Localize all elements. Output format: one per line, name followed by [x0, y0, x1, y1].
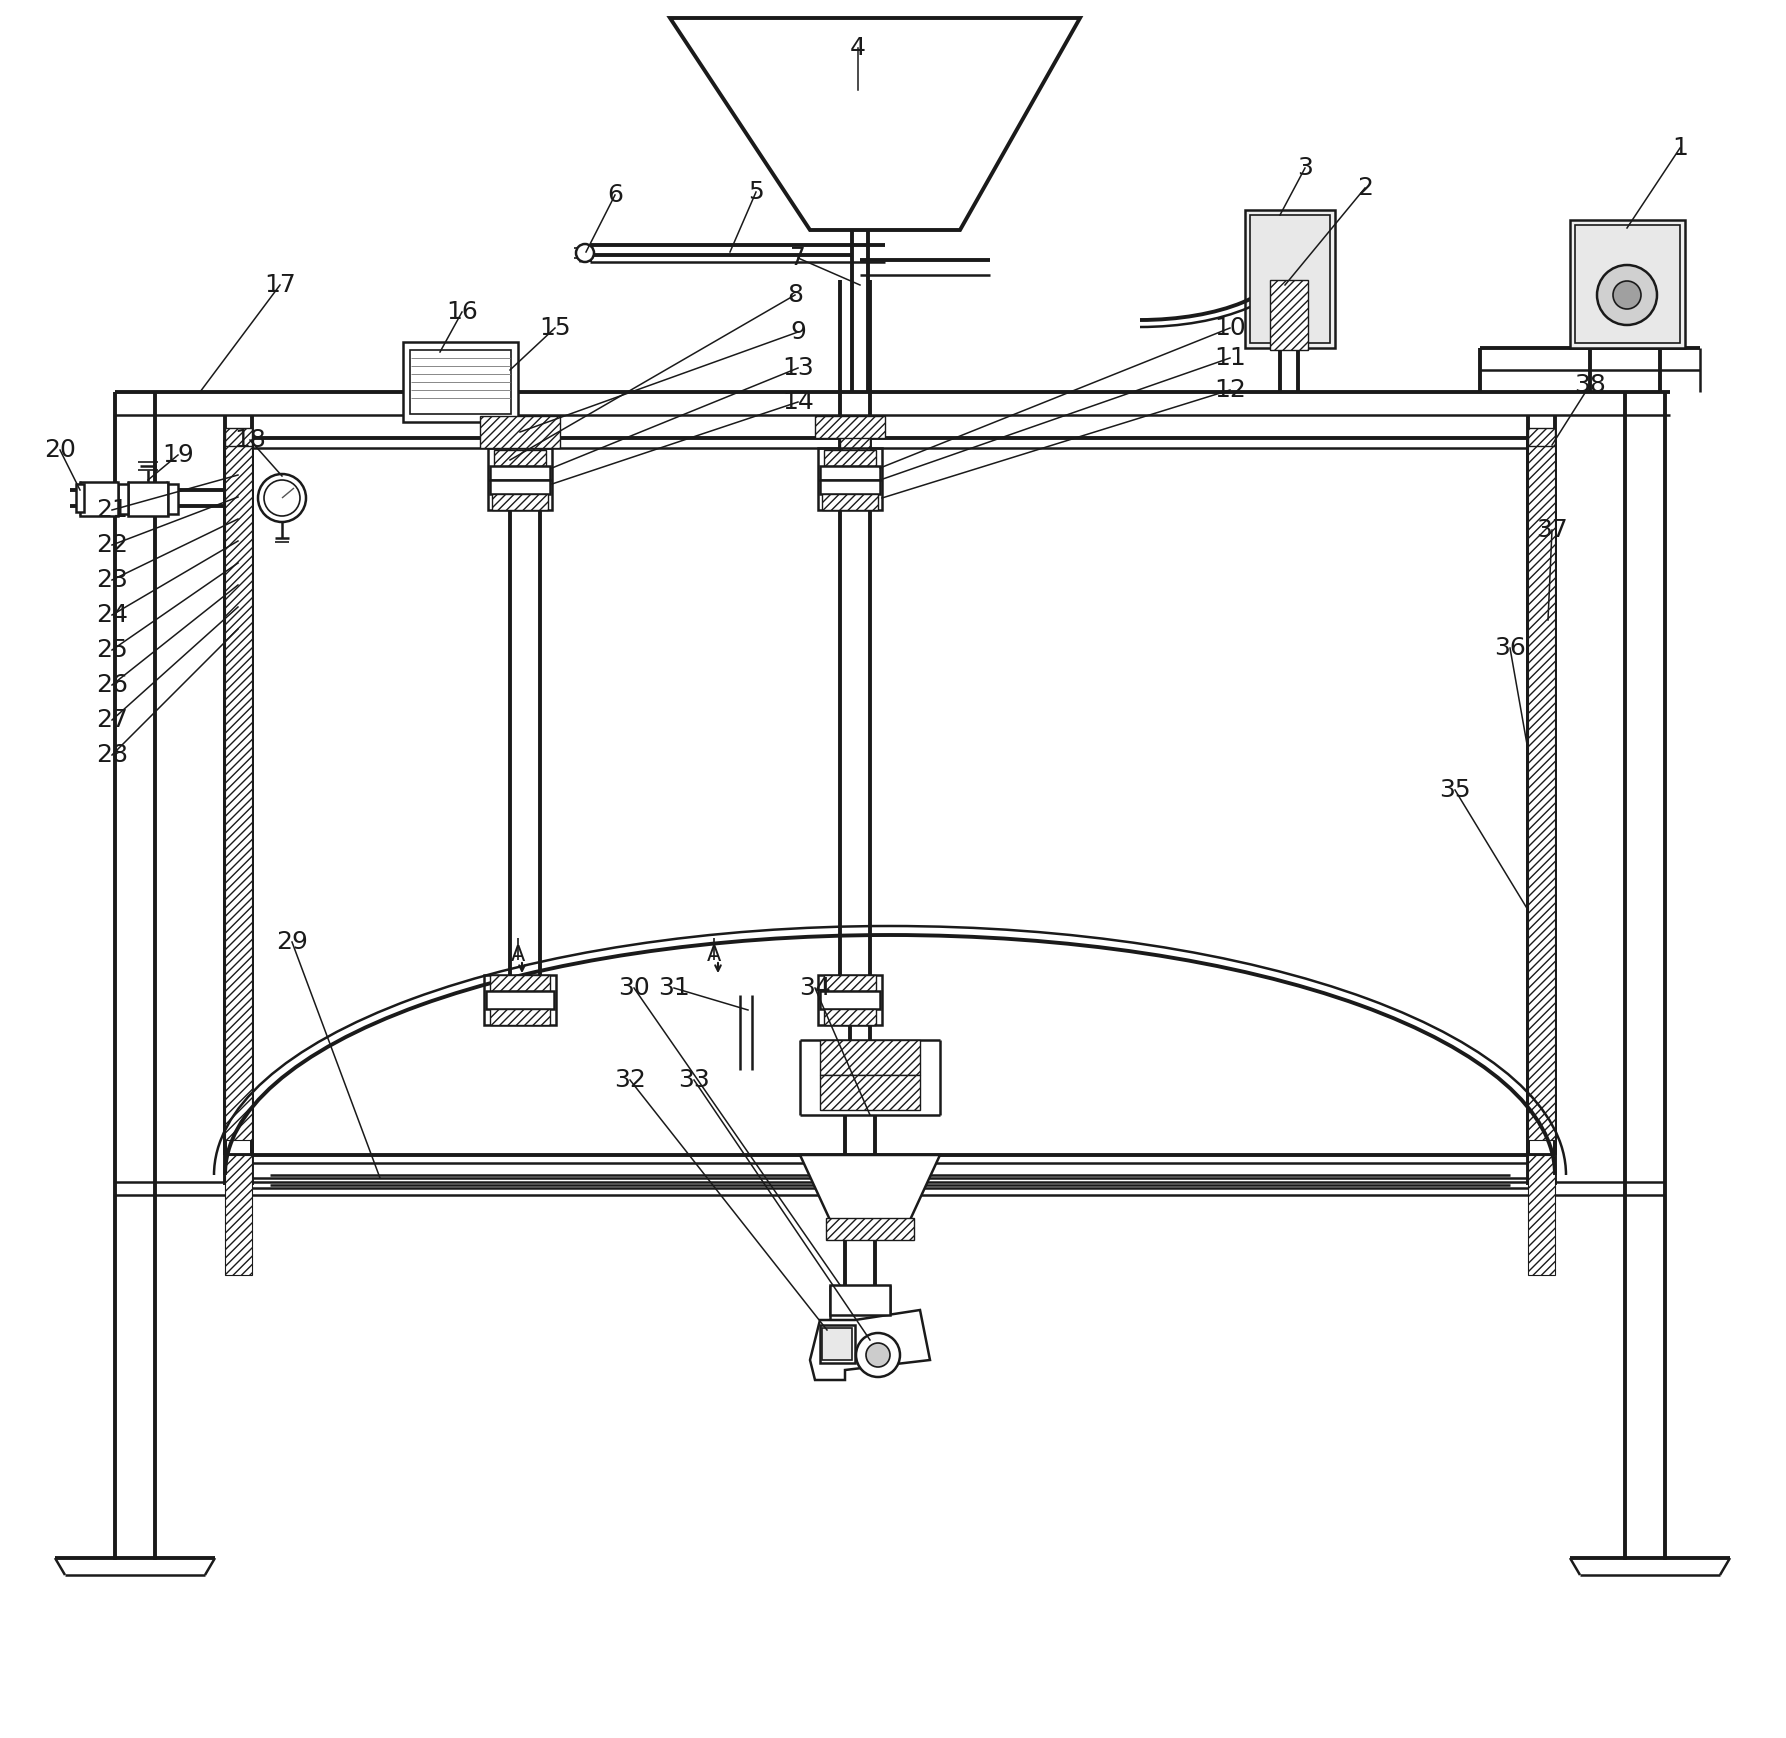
Bar: [129, 481, 168, 516]
Bar: [1570, 221, 1684, 348]
Text: 27: 27: [96, 707, 129, 732]
Bar: [488, 448, 552, 509]
Text: 36: 36: [1495, 636, 1525, 660]
Bar: [822, 494, 879, 509]
Text: 3: 3: [1297, 156, 1313, 181]
Text: 5: 5: [748, 181, 764, 203]
Bar: [168, 483, 179, 514]
Bar: [491, 494, 548, 509]
Polygon shape: [811, 1310, 931, 1380]
Bar: [825, 1218, 914, 1239]
Bar: [823, 450, 875, 466]
Text: 14: 14: [782, 389, 814, 414]
Text: 1: 1: [1672, 136, 1688, 160]
Bar: [818, 975, 882, 1025]
Text: 2: 2: [1357, 176, 1373, 200]
Bar: [484, 975, 555, 1025]
Bar: [820, 991, 880, 1010]
Bar: [823, 975, 875, 991]
Text: 13: 13: [782, 356, 814, 381]
Bar: [1575, 224, 1681, 342]
Text: 18: 18: [234, 428, 266, 452]
Bar: [1529, 1156, 1556, 1276]
Circle shape: [257, 474, 305, 521]
Bar: [489, 480, 550, 494]
Text: 31: 31: [657, 977, 689, 999]
Text: 21: 21: [96, 499, 129, 521]
Text: 4: 4: [850, 36, 866, 61]
Text: 8: 8: [788, 283, 804, 308]
Circle shape: [855, 1333, 900, 1376]
Text: 26: 26: [96, 673, 129, 697]
Bar: [495, 450, 547, 466]
Text: A: A: [511, 945, 525, 965]
Bar: [1270, 280, 1307, 349]
Bar: [486, 991, 554, 1010]
Bar: [511, 428, 539, 450]
Bar: [839, 428, 870, 450]
Bar: [814, 415, 886, 438]
Bar: [489, 1010, 550, 1025]
Text: 15: 15: [539, 316, 572, 341]
Circle shape: [577, 243, 595, 262]
Text: A: A: [707, 945, 722, 965]
Bar: [1529, 440, 1556, 1140]
Text: 25: 25: [96, 638, 129, 662]
Text: 30: 30: [618, 977, 650, 999]
Circle shape: [1613, 282, 1641, 309]
Text: 16: 16: [446, 301, 479, 323]
Bar: [830, 1284, 889, 1316]
Text: 38: 38: [1573, 374, 1606, 396]
Bar: [820, 1039, 920, 1076]
Bar: [820, 1324, 855, 1363]
Bar: [225, 428, 252, 447]
Bar: [489, 975, 550, 991]
Bar: [118, 483, 129, 514]
Text: 35: 35: [1440, 779, 1472, 801]
Circle shape: [1597, 264, 1657, 325]
Bar: [480, 415, 561, 448]
Bar: [404, 342, 518, 422]
Bar: [820, 466, 880, 480]
Text: 10: 10: [1214, 316, 1247, 341]
Bar: [225, 440, 252, 1140]
Text: 11: 11: [1214, 346, 1247, 370]
Bar: [80, 481, 118, 516]
Bar: [823, 1010, 875, 1025]
Text: 6: 6: [607, 182, 623, 207]
Bar: [820, 1076, 920, 1111]
Text: 34: 34: [798, 977, 830, 999]
Bar: [1529, 428, 1556, 447]
Bar: [818, 448, 882, 509]
Bar: [411, 349, 511, 414]
Bar: [820, 480, 880, 494]
Text: 20: 20: [45, 438, 77, 462]
Text: 17: 17: [264, 273, 296, 297]
Bar: [225, 1156, 252, 1276]
Text: 22: 22: [96, 534, 129, 556]
Bar: [1245, 210, 1334, 348]
Text: 37: 37: [1536, 518, 1568, 542]
Circle shape: [264, 480, 300, 516]
Polygon shape: [670, 17, 1081, 229]
Text: 29: 29: [277, 930, 307, 954]
Bar: [822, 1328, 852, 1361]
Text: 7: 7: [789, 247, 805, 269]
Text: 32: 32: [614, 1067, 647, 1091]
Text: 23: 23: [96, 568, 129, 593]
Circle shape: [866, 1343, 889, 1368]
Text: 9: 9: [789, 320, 805, 344]
Text: 33: 33: [679, 1067, 709, 1091]
Text: 19: 19: [163, 443, 195, 468]
Text: 24: 24: [96, 603, 129, 627]
Bar: [489, 466, 550, 480]
Bar: [1250, 216, 1331, 342]
Text: 12: 12: [1214, 377, 1247, 401]
Text: 28: 28: [96, 744, 129, 766]
Polygon shape: [800, 1156, 939, 1220]
Bar: [77, 483, 84, 513]
